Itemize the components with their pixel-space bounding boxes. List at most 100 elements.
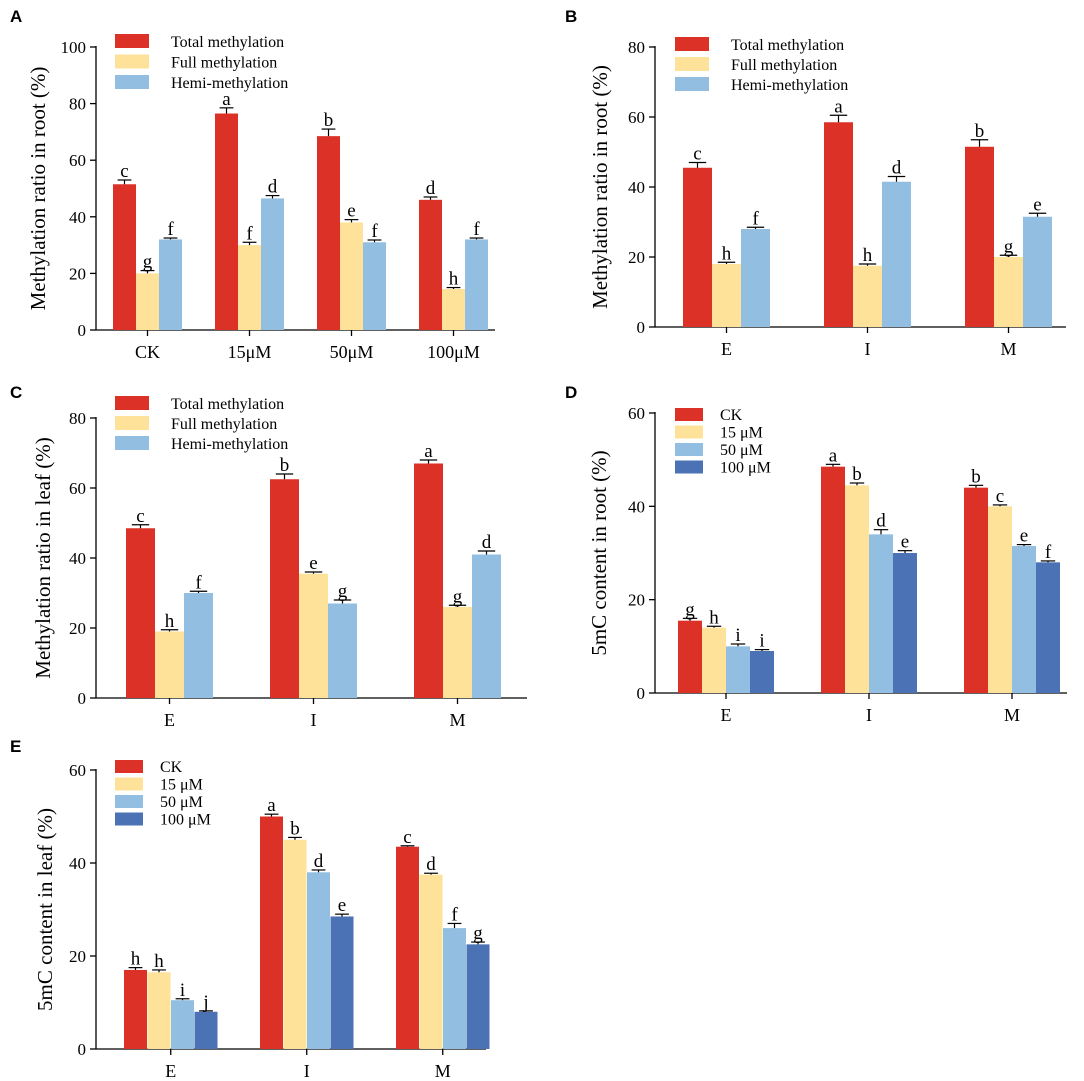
significance-label: h <box>863 245 873 266</box>
bar-c-1-1 <box>299 573 328 698</box>
y-tick-label: 40 <box>69 854 86 873</box>
significance-label: g <box>685 599 695 620</box>
significance-label: f <box>1045 542 1052 563</box>
y-tick-label: 60 <box>69 151 86 170</box>
significance-label: h <box>154 951 164 972</box>
panel-b: B Methylation ratio in root (%) 0 20 40 60 80 c… <box>565 7 1066 359</box>
significance-label: c <box>996 486 1004 507</box>
significance-label: i <box>735 625 740 646</box>
category-label: I <box>311 710 317 730</box>
legend-swatch <box>115 812 143 826</box>
significance-label: f <box>195 572 202 593</box>
significance-label: d <box>314 851 324 872</box>
significance-label: f <box>752 208 759 229</box>
y-tick-label: 20 <box>69 947 86 966</box>
legend-swatch <box>675 460 703 474</box>
significance-label: g <box>1004 236 1014 257</box>
legend-label: CK <box>720 407 743 424</box>
bar-d-1-2 <box>869 534 893 693</box>
bar-d-2-1 <box>988 506 1012 693</box>
bar-d-1-3 <box>893 553 917 693</box>
legend-label: Full methylation <box>171 416 277 433</box>
significance-label: g <box>143 252 153 273</box>
panel-c: C Methylation ratio in leaf (%) 0 20 40 60 80 c… <box>10 383 527 730</box>
legend-label: 15 μM <box>720 425 763 442</box>
significance-label: e <box>338 895 346 916</box>
category-label: E <box>164 710 175 730</box>
y-tick-label: 40 <box>628 178 645 197</box>
significance-label: f <box>371 221 378 242</box>
panel-letter: D <box>565 383 577 402</box>
legend-label: 50 μM <box>720 442 763 459</box>
significance-label: i <box>759 631 764 652</box>
bar-a-1-0 <box>215 113 238 330</box>
category-label: 100μM <box>427 342 480 362</box>
significance-label: d <box>426 854 436 875</box>
bar-e-1-3 <box>330 916 354 1049</box>
panel-a: A Methylation ratio in root (%) 0 20 40 60 80 1… <box>10 7 495 362</box>
bar-d-2-2 <box>1012 546 1036 693</box>
bar-e-2-0 <box>396 846 419 1049</box>
y-tick-label: 40 <box>69 208 86 227</box>
y-tick-label: 0 <box>78 689 87 708</box>
category-label: M <box>1004 705 1020 725</box>
category-label: M <box>449 710 465 730</box>
category-label: E <box>721 339 732 359</box>
legend-label: Total methylation <box>171 34 284 51</box>
bar-d-2-3 <box>1036 562 1060 693</box>
significance-label: e <box>309 553 317 574</box>
significance-label: b <box>280 455 290 476</box>
significance-label: g <box>453 586 463 607</box>
legend-swatch <box>115 777 143 791</box>
legend-label: 15 μM <box>160 777 203 794</box>
bar-d-0-2 <box>726 646 750 693</box>
bar-b-1-1 <box>853 265 882 327</box>
significance-label: c <box>120 161 128 182</box>
bar-c-0-1 <box>155 631 184 698</box>
category-label: I <box>865 339 871 359</box>
bar-a-0-1 <box>136 273 159 330</box>
panel-letter: B <box>565 7 577 26</box>
bar-e-1-0 <box>260 816 283 1049</box>
bar-c-1-0 <box>270 479 299 698</box>
legend-swatch <box>675 408 703 421</box>
bar-a-3-2 <box>465 239 488 330</box>
bar-a-2-1 <box>340 222 363 330</box>
bar-e-0-1 <box>147 972 171 1049</box>
legend-label: Hemi-methylation <box>171 75 288 92</box>
panel-letter: C <box>10 383 22 402</box>
legend-label: CK <box>160 759 183 776</box>
legend-swatch <box>115 75 149 89</box>
significance-label: d <box>876 511 886 532</box>
category-label: E <box>721 705 732 725</box>
bar-c-2-2 <box>472 554 501 698</box>
significance-label: b <box>975 121 985 142</box>
y-tick-label: 0 <box>637 684 646 703</box>
bar-d-1-1 <box>845 485 869 693</box>
significance-label: b <box>971 466 981 487</box>
bar-a-2-0 <box>317 136 340 330</box>
significance-label: e <box>347 201 355 222</box>
bar-a-3-1 <box>442 288 465 330</box>
bar-b-2-1 <box>994 257 1023 327</box>
significance-label: f <box>246 223 253 244</box>
bar-e-2-1 <box>419 874 443 1049</box>
y-tick-label: 20 <box>69 619 86 638</box>
significance-label: h <box>131 949 141 970</box>
y-tick-label: 20 <box>628 591 645 610</box>
bar-b-2-0 <box>965 146 994 327</box>
significance-label: d <box>892 158 902 179</box>
bar-b-1-2 <box>882 181 911 327</box>
bar-c-2-1 <box>443 607 472 698</box>
legend-label: Total methylation <box>171 396 284 413</box>
y-axis-title: 5mC content in root (%) <box>587 450 611 655</box>
significance-label: e <box>901 532 909 553</box>
y-tick-label: 40 <box>628 497 645 516</box>
significance-label: a <box>267 795 276 816</box>
y-tick-label: 60 <box>628 108 645 127</box>
legend-swatch <box>675 37 709 51</box>
legend-label: Hemi-methylation <box>731 77 848 94</box>
legend-swatch <box>115 436 149 450</box>
legend-label: Full methylation <box>731 57 837 74</box>
bar-c-1-2 <box>328 603 357 698</box>
